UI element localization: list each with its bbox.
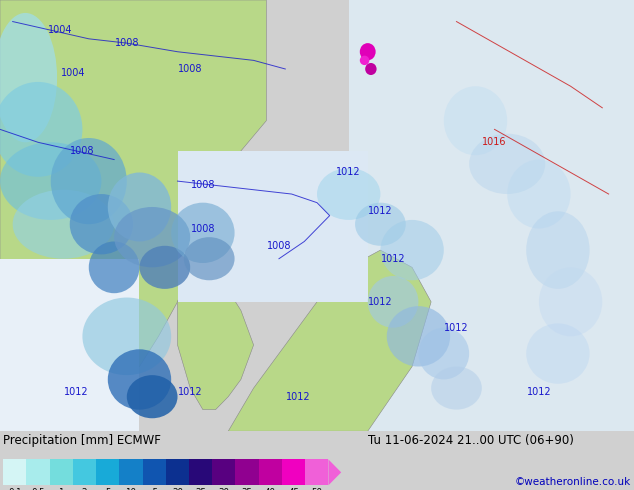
Bar — [0, 259, 139, 431]
Text: 1008: 1008 — [267, 241, 291, 251]
Text: ©weatheronline.co.uk: ©weatheronline.co.uk — [515, 477, 631, 487]
Ellipse shape — [387, 306, 450, 367]
Ellipse shape — [171, 203, 235, 263]
Ellipse shape — [0, 142, 101, 220]
Bar — [282, 460, 305, 485]
Text: 1008: 1008 — [178, 64, 202, 74]
Bar — [96, 460, 119, 485]
Bar — [166, 460, 189, 485]
Ellipse shape — [526, 211, 590, 289]
Text: 1: 1 — [58, 488, 64, 490]
Bar — [189, 460, 212, 485]
Bar — [119, 460, 143, 485]
Text: ·5: ·5 — [150, 488, 158, 490]
Text: 1008: 1008 — [70, 146, 94, 156]
Ellipse shape — [507, 160, 571, 228]
Text: 35: 35 — [242, 488, 252, 490]
Polygon shape — [328, 460, 341, 485]
Ellipse shape — [51, 138, 127, 224]
Text: 1012: 1012 — [368, 206, 392, 216]
Ellipse shape — [359, 56, 369, 65]
Ellipse shape — [0, 13, 57, 142]
Text: 20: 20 — [172, 488, 183, 490]
Ellipse shape — [108, 349, 171, 410]
Text: 1008: 1008 — [191, 223, 215, 234]
Polygon shape — [0, 0, 266, 410]
Text: 1008: 1008 — [115, 38, 139, 48]
Text: 50: 50 — [311, 488, 322, 490]
Text: 1012: 1012 — [444, 323, 469, 333]
Ellipse shape — [355, 203, 406, 246]
Bar — [259, 460, 282, 485]
Ellipse shape — [184, 237, 235, 280]
Ellipse shape — [444, 86, 507, 155]
Text: 1008: 1008 — [191, 180, 215, 191]
Ellipse shape — [139, 246, 190, 289]
Ellipse shape — [70, 194, 133, 254]
Ellipse shape — [114, 207, 190, 268]
Text: Tu 11-06-2024 21..00 UTC (06+90): Tu 11-06-2024 21..00 UTC (06+90) — [368, 434, 574, 447]
Bar — [143, 460, 166, 485]
Text: 2: 2 — [82, 488, 87, 490]
Text: 5: 5 — [105, 488, 110, 490]
Text: 45: 45 — [288, 488, 299, 490]
Text: 25: 25 — [195, 488, 206, 490]
Ellipse shape — [359, 43, 375, 60]
Ellipse shape — [0, 82, 82, 177]
Ellipse shape — [418, 328, 469, 379]
Text: 1004: 1004 — [61, 68, 85, 78]
Bar — [73, 460, 96, 485]
Bar — [235, 460, 259, 485]
Ellipse shape — [380, 220, 444, 280]
Polygon shape — [228, 250, 431, 431]
Text: 1012: 1012 — [178, 388, 202, 397]
Text: 0.5: 0.5 — [31, 488, 45, 490]
Bar — [349, 0, 634, 431]
Text: 1012: 1012 — [64, 388, 88, 397]
Text: 1012: 1012 — [368, 297, 392, 307]
Bar — [305, 460, 328, 485]
Text: 1012: 1012 — [527, 388, 551, 397]
Ellipse shape — [368, 276, 418, 328]
Ellipse shape — [108, 172, 171, 242]
Ellipse shape — [469, 134, 545, 194]
Text: 10: 10 — [126, 488, 136, 490]
Text: 1012: 1012 — [286, 392, 310, 402]
Ellipse shape — [317, 168, 380, 220]
Text: Precipitation [mm] ECMWF: Precipitation [mm] ECMWF — [3, 434, 161, 447]
Ellipse shape — [89, 242, 139, 293]
Bar — [212, 460, 235, 485]
Bar — [27, 460, 49, 485]
Text: 40: 40 — [265, 488, 276, 490]
Text: 1012: 1012 — [381, 254, 405, 264]
Text: 1012: 1012 — [337, 168, 361, 177]
Polygon shape — [178, 268, 254, 410]
Ellipse shape — [82, 297, 171, 375]
Ellipse shape — [431, 367, 482, 410]
Bar — [3, 460, 27, 485]
Ellipse shape — [13, 190, 114, 259]
Ellipse shape — [526, 323, 590, 384]
Text: 1004: 1004 — [48, 25, 72, 35]
Text: 30: 30 — [218, 488, 230, 490]
Text: 0.1: 0.1 — [8, 488, 22, 490]
Bar — [178, 151, 368, 302]
Text: 1016: 1016 — [482, 137, 507, 147]
Ellipse shape — [539, 268, 602, 336]
Ellipse shape — [365, 63, 377, 75]
Bar — [49, 460, 73, 485]
Ellipse shape — [127, 375, 178, 418]
